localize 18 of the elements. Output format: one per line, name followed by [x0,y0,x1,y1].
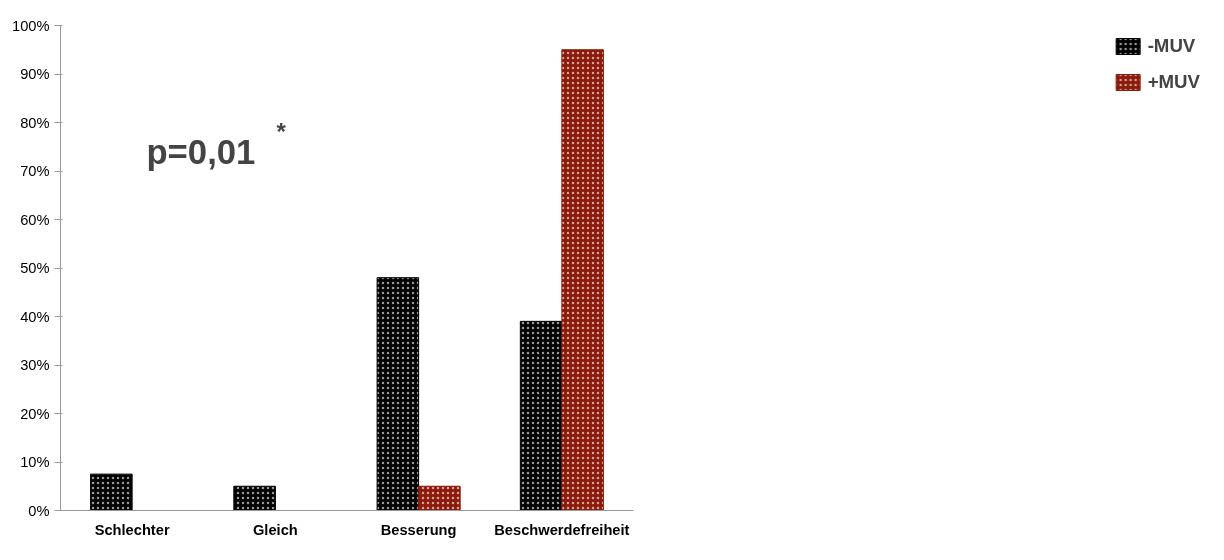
legend-label: -MUV [1147,35,1196,57]
y-tick-label: 100% [12,17,50,34]
y-tick-label: 80% [20,114,50,131]
x-tick-label: Schlechter [94,521,170,538]
y-tick-label: 20% [20,405,50,422]
y-tick-label: 30% [20,357,50,373]
x-tick-label: Beschwerdefreiheit [494,521,630,538]
x-tick-label: Besserung [380,521,457,538]
y-tick-label: 90% [20,66,50,82]
x-tick-label: Gleich [252,521,298,538]
y-tick-label: 0% [28,502,50,519]
annotation: p=0,01* [146,118,287,171]
legend-label: +MUV [1147,71,1200,93]
y-tick-label: 60% [20,211,50,228]
y-tick-label: 70% [20,163,50,179]
y-tick-label: 40% [20,308,50,325]
y-tick-label: 10% [20,454,50,470]
y-tick-label: 50% [20,260,50,276]
